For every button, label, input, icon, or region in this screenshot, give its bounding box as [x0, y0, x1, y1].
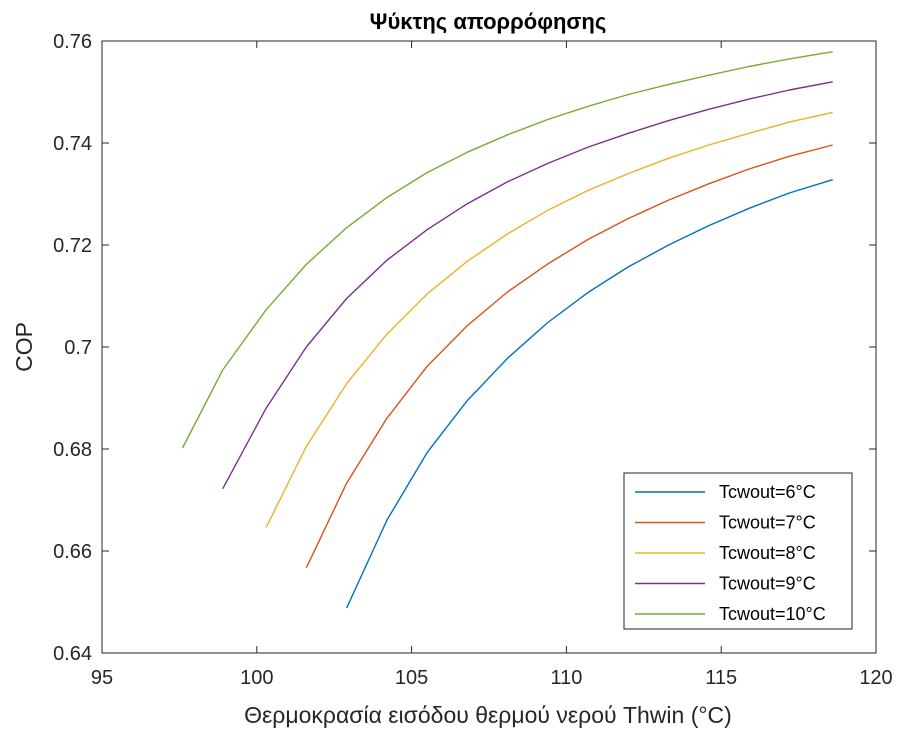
y-tick-label: 0.7 [64, 337, 92, 359]
y-tick-label: 0.74 [53, 133, 92, 155]
legend-box [623, 472, 853, 630]
series-line-1 [345, 179, 833, 609]
legend-label-4: Tcwout=9°C [719, 574, 816, 594]
legend-label-1: Tcwout=6°C [719, 482, 816, 502]
y-tick-label: 0.76 [53, 31, 92, 53]
series-line-3 [265, 111, 833, 528]
legend-label-2: Tcwout=7°C [719, 513, 816, 533]
series-line-2 [305, 144, 833, 569]
axis-ticks: 95 100 105 110 115 120 0.64 0.66 0.68 0.7 0.72 0.74… [53, 31, 893, 689]
x-tick-label: 95 [91, 667, 113, 689]
y-tick-label: 0.66 [53, 541, 92, 563]
y-tick-label: 0.68 [53, 439, 92, 461]
y-tick-label: 0.64 [53, 643, 92, 665]
series-line-4 [222, 81, 833, 490]
x-tick-label: 120 [859, 667, 892, 689]
x-tick-label: 100 [240, 667, 273, 689]
y-axis-label: COP [11, 322, 37, 372]
series-layer [181, 51, 833, 609]
x-axis-label: Θερμοκρασία εισόδου θερμού νερού Thwin (… [244, 702, 732, 728]
legend-label-3: Tcwout=8°C [719, 543, 816, 563]
legend: Tcwout=6°C Tcwout=7°C Tcwout=8°C Tcwout=9°C… [623, 472, 853, 630]
y-tick-label: 0.72 [53, 235, 92, 257]
x-tick-label: 110 [550, 667, 582, 689]
series-line-5 [181, 51, 833, 449]
legend-label-5: Tcwout=10°C [719, 604, 826, 624]
x-tick-label: 105 [395, 667, 428, 689]
chart-title: Ψύκτης απορρόφησης [370, 9, 607, 34]
x-tick-label: 115 [705, 667, 737, 689]
